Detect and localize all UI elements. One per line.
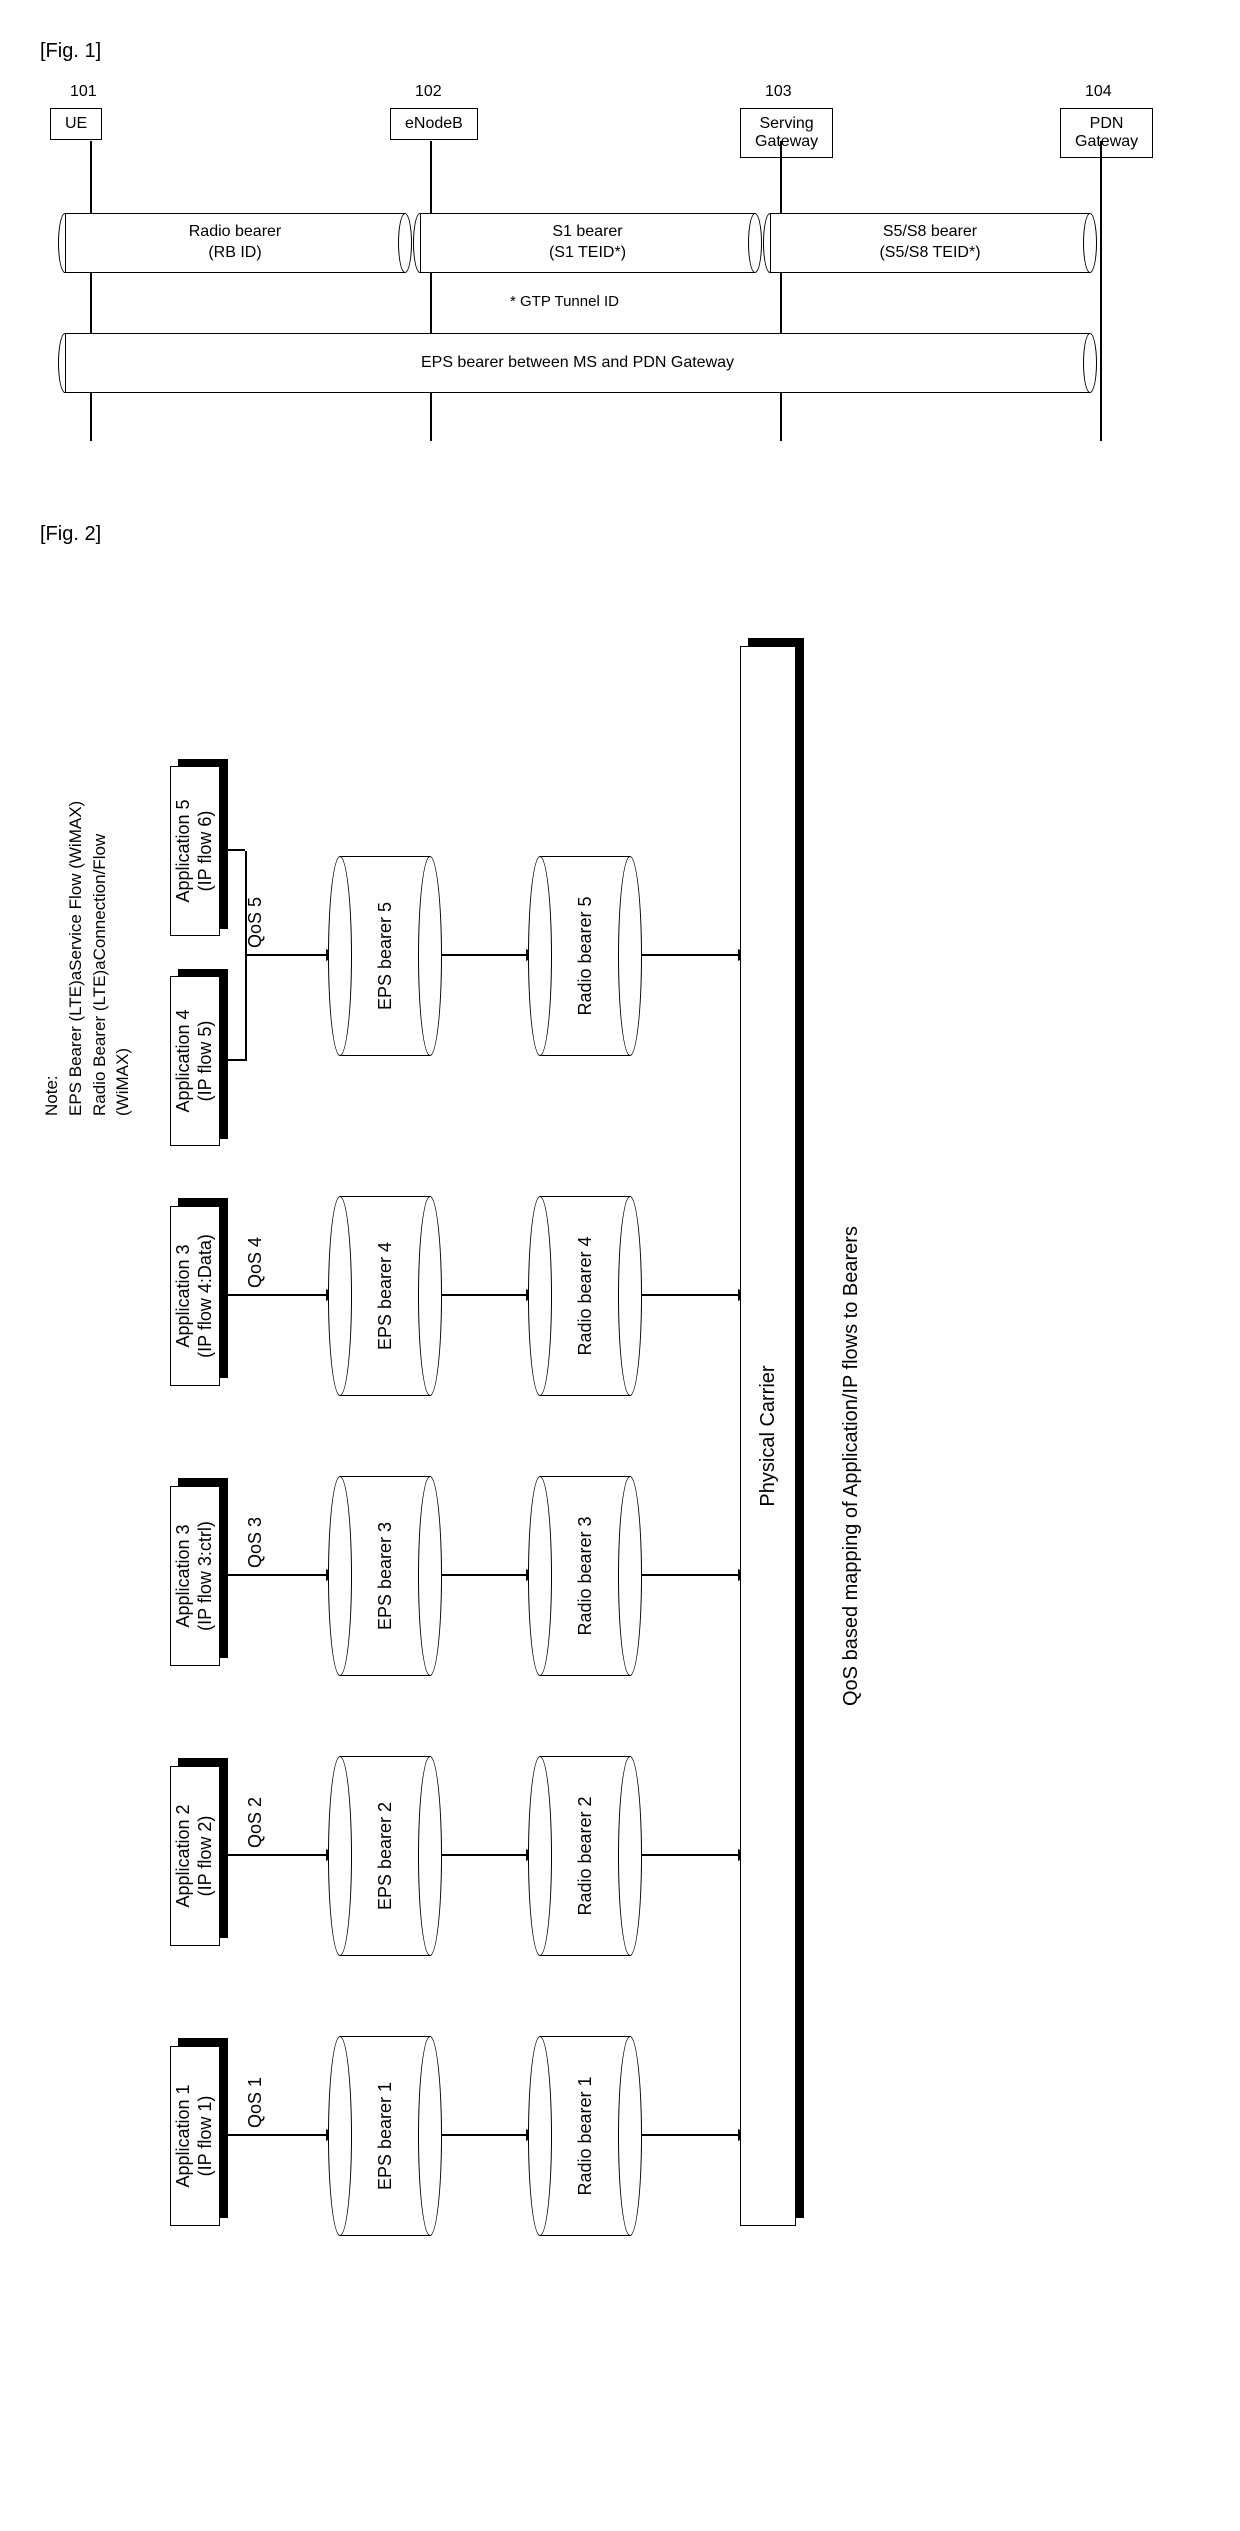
eps-cyl-1-body: EPS bearer 2 (340, 1756, 430, 1956)
fig2-diagram: Note: EPS Bearer (LTE)aService Flow (WiM… (40, 586, 1140, 2266)
rb-cyl-0-bot (618, 2036, 642, 2236)
eps-cyl-3-bot (418, 1196, 442, 1396)
vline-2 (780, 141, 782, 441)
rb-cyl-1-top (528, 1756, 552, 1956)
qos-2: QoS 3 (245, 1517, 266, 1568)
rb-cyl-1-bot (618, 1756, 642, 1956)
merge-v4 (220, 1060, 245, 1062)
fig2-label: [Fig. 2] (40, 523, 1200, 546)
eps-cyl-2: EPS bearer 3 (340, 1476, 430, 1676)
app5-box: Application 5 (IP flow 6) (170, 766, 220, 936)
arrow-app-eps-0 (220, 2135, 328, 2137)
vline-0 (90, 141, 92, 441)
eps-cyl-merged-body: EPS bearer 5 (340, 856, 430, 1056)
eps-cyl-0-body: EPS bearer 1 (340, 2036, 430, 2236)
node-box-2: Serving Gateway (740, 108, 833, 158)
arrow-app-eps-1 (220, 1855, 328, 1857)
arrow-rb-phys-3 (642, 1295, 740, 1297)
arrow-merge-phys (642, 955, 740, 957)
rb-cyl-merged-body: Radio bearer 5 (540, 856, 630, 1056)
eps-cyl-1-bot (418, 1756, 442, 1956)
tube-end-r-1 (748, 213, 762, 273)
node-num-3: 104 (1085, 83, 1112, 101)
node-num-1: 102 (415, 83, 442, 101)
app4-box: Application 4 (IP flow 5) (170, 976, 220, 1146)
node-num-2: 103 (765, 83, 792, 101)
rb-cyl-1: Radio bearer 2 (540, 1756, 630, 1956)
fig2-caption: QoS based mapping of Application/IP flow… (840, 1226, 863, 1706)
eps-cyl-merged-bot (418, 856, 442, 1056)
phys-carrier: Physical Carrier (740, 646, 796, 2226)
rb-cyl-0-top (528, 2036, 552, 2236)
eps-cyl-0: EPS bearer 1 (340, 2036, 430, 2236)
arrow-rb-phys-2 (642, 1575, 740, 1577)
qos-1: QoS 2 (245, 1797, 266, 1848)
eps-cyl-0-top (328, 2036, 352, 2236)
eps-cyl-2-top (328, 1476, 352, 1676)
eps-cyl-2-bot (418, 1476, 442, 1676)
eps-cyl-1-top (328, 1756, 352, 1956)
arrow-eps-rb-1 (442, 1855, 528, 1857)
arrow-merge-eps (245, 955, 328, 957)
eps-cyl-2-body: EPS bearer 3 (340, 1476, 430, 1676)
rb-cyl-3-body: Radio bearer 4 (540, 1196, 630, 1396)
eps-cyl-merged: EPS bearer 5 (340, 856, 430, 1056)
merge-v5 (220, 850, 245, 852)
eps-cyl-3-top (328, 1196, 352, 1396)
vline-1 (430, 141, 432, 441)
eps-tube-end-r (1083, 333, 1097, 393)
eps-cyl-1: EPS bearer 2 (340, 1756, 430, 1956)
qos-merged: QoS 5 (245, 897, 266, 948)
eps-bearer-tube: EPS bearer between MS and PDN Gateway (65, 333, 1090, 393)
fig1-diagram: 101UE102eNodeB103Serving Gateway104PDN G… (40, 83, 1140, 463)
rb-cyl-merged: Radio bearer 5 (540, 856, 630, 1056)
qos-0: QoS 1 (245, 2077, 266, 2128)
node-box-1: eNodeB (390, 108, 478, 140)
app-box-3: Application 3 (IP flow 4:Data) (170, 1206, 220, 1386)
arrow-rb-phys-0 (642, 2135, 740, 2137)
fig2-note: Note: EPS Bearer (LTE)aService Flow (WiM… (40, 801, 135, 1116)
rb-cyl-3-bot (618, 1196, 642, 1396)
app-box-0: Application 1 (IP flow 1) (170, 2046, 220, 2226)
rb-cyl-merged-top (528, 856, 552, 1056)
node-box-0: UE (50, 108, 102, 140)
tube-end-r-0 (398, 213, 412, 273)
arrow-app-eps-2 (220, 1575, 328, 1577)
arrow-merge-rb (442, 955, 528, 957)
app-box-1: Application 2 (IP flow 2) (170, 1766, 220, 1946)
merge-h (245, 851, 247, 1061)
arrow-eps-rb-3 (442, 1295, 528, 1297)
rb-cyl-3: Radio bearer 4 (540, 1196, 630, 1396)
rb-cyl-3-top (528, 1196, 552, 1396)
rb-cyl-2-body: Radio bearer 3 (540, 1476, 630, 1676)
bearer-tube-1: S1 bearer (S1 TEID*) (420, 213, 755, 273)
fig1-label: [Fig. 1] (40, 40, 1200, 63)
rb-cyl-merged-bot (618, 856, 642, 1056)
node-num-0: 101 (70, 83, 97, 101)
arrow-eps-rb-2 (442, 1575, 528, 1577)
app-box-2: Application 3 (IP flow 3:ctrl) (170, 1486, 220, 1666)
arrow-rb-phys-1 (642, 1855, 740, 1857)
node-box-3: PDN Gateway (1060, 108, 1153, 158)
eps-cyl-3-body: EPS bearer 4 (340, 1196, 430, 1396)
rb-cyl-0: Radio bearer 1 (540, 2036, 630, 2236)
rb-cyl-0-body: Radio bearer 1 (540, 2036, 630, 2236)
arrow-eps-rb-0 (442, 2135, 528, 2137)
vline-3 (1100, 141, 1102, 441)
qos-3: QoS 4 (245, 1237, 266, 1288)
eps-cyl-merged-top (328, 856, 352, 1056)
rb-cyl-2: Radio bearer 3 (540, 1476, 630, 1676)
bearer-tube-2: S5/S8 bearer (S5/S8 TEID*) (770, 213, 1090, 273)
rb-cyl-1-body: Radio bearer 2 (540, 1756, 630, 1956)
gtp-note: * GTP Tunnel ID (510, 293, 619, 310)
rb-cyl-2-bot (618, 1476, 642, 1676)
eps-cyl-3: EPS bearer 4 (340, 1196, 430, 1396)
bearer-tube-0: Radio bearer (RB ID) (65, 213, 405, 273)
eps-cyl-0-bot (418, 2036, 442, 2236)
tube-end-r-2 (1083, 213, 1097, 273)
arrow-app-eps-3 (220, 1295, 328, 1297)
rb-cyl-2-top (528, 1476, 552, 1676)
